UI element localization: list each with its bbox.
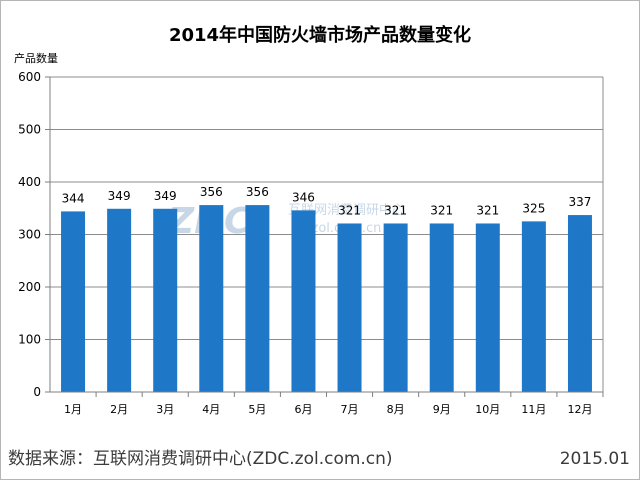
y-tick-label: 200	[18, 280, 41, 294]
x-tick-label: 8月	[387, 403, 405, 416]
watermark-cn: 互联网消费调研中心	[288, 203, 405, 218]
data-label: 349	[154, 189, 177, 203]
bar-5	[245, 205, 270, 392]
y-tick-label: 600	[18, 70, 41, 84]
bar-series: 344 349 349 356 356 346 321 321 321 321 325 337	[61, 185, 592, 392]
data-label: 325	[522, 201, 545, 215]
bar-10	[475, 223, 500, 392]
data-label: 349	[108, 189, 131, 203]
x-tick-label: 2月	[110, 403, 128, 416]
x-tick-label: 1月	[64, 403, 82, 416]
y-tick-label: 100	[18, 333, 41, 347]
data-label: 321	[430, 203, 453, 217]
x-tick-label: 12月	[567, 403, 592, 416]
x-tick-label: 3月	[156, 403, 174, 416]
chart-title: 2014年中国防火墙市场产品数量变化	[169, 24, 471, 46]
y-tick-label: 0	[33, 385, 41, 399]
bar-6	[291, 210, 316, 392]
data-label: 356	[246, 185, 269, 199]
x-tick-label: 6月	[294, 403, 312, 416]
data-label: 321	[384, 203, 407, 217]
data-label: 321	[338, 203, 361, 217]
bar-7	[337, 223, 362, 392]
x-tick-label: 7月	[341, 403, 359, 416]
gridlines	[50, 76, 603, 340]
bar-2	[107, 208, 132, 392]
bar-4	[199, 205, 224, 392]
x-tick-label: 5月	[248, 403, 266, 416]
footer-source: 数据来源：互联网消费调研中心(ZDC.zol.com.cn)	[8, 449, 393, 469]
bar-1	[61, 211, 86, 392]
bar-11	[521, 221, 546, 392]
data-label: 321	[476, 203, 499, 217]
y-tick-label: 400	[18, 175, 41, 189]
y-axis-ticks: 0 100 200 300 400 500 600	[18, 70, 50, 399]
x-tick-label: 9月	[433, 403, 451, 416]
bar-9	[429, 223, 454, 392]
x-axis-categories: 1月 2月 3月 4月 5月 6月 7月 8月 9月 10月 11月 12月	[64, 392, 604, 416]
data-label: 344	[62, 191, 85, 205]
bar-12	[567, 215, 592, 392]
x-tick-label: 11月	[521, 403, 546, 416]
y-axis-label: 产品数量	[14, 51, 58, 65]
x-tick-label: 10月	[475, 403, 500, 416]
axes	[49, 77, 604, 393]
x-tick-label: 4月	[202, 403, 220, 416]
data-label: 356	[200, 185, 223, 199]
data-label: 346	[292, 190, 315, 204]
y-tick-label: 500	[18, 123, 41, 137]
bar-3	[153, 208, 178, 392]
y-tick-label: 300	[18, 228, 41, 242]
data-label: 337	[569, 195, 592, 209]
bar-8	[383, 223, 408, 392]
footer-date: 2015.01	[560, 449, 630, 469]
